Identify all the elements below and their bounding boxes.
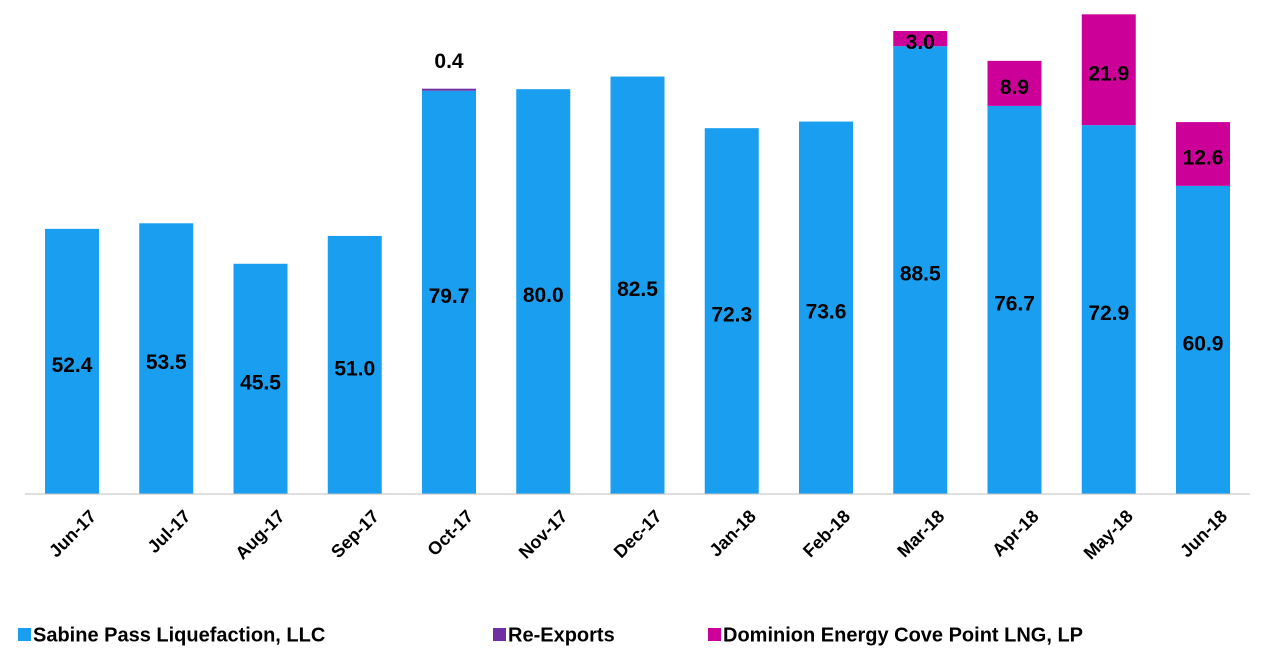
- bar-segment: [987, 60, 1042, 106]
- bar-segment: [327, 235, 382, 494]
- data-label: 21.9: [1088, 62, 1129, 85]
- data-label: 76.7: [994, 292, 1035, 315]
- bar-segment: [893, 46, 948, 494]
- legend-swatch: [493, 628, 506, 641]
- bar-segment: [704, 128, 759, 495]
- x-tick-label: Jun-17: [45, 506, 100, 561]
- data-label: 53.5: [146, 351, 187, 374]
- data-label: 72.3: [711, 304, 752, 327]
- x-tick-label: May-18: [1080, 506, 1137, 563]
- x-tick-label: Mar-18: [893, 506, 948, 561]
- x-tick-label: Feb-18: [799, 506, 854, 561]
- bar-segment: [893, 31, 948, 47]
- legend-swatch: [18, 628, 31, 641]
- bar-segment: [799, 121, 853, 495]
- data-label: 0.4: [434, 50, 464, 73]
- bar-segment: [422, 90, 476, 494]
- data-label: 51.0: [334, 358, 375, 381]
- data-label: 88.5: [900, 263, 941, 286]
- x-tick-label: Jun-18: [1176, 506, 1231, 561]
- legend-label: Sabine Pass Liquefaction, LLC: [33, 624, 325, 646]
- data-label: 73.6: [806, 300, 847, 323]
- legend-swatch: [708, 628, 721, 641]
- bar-segment: [1081, 125, 1136, 494]
- bar-segment: [139, 223, 194, 495]
- bar-segment: [516, 89, 571, 494]
- bar-segment: [610, 76, 665, 495]
- data-label: 80.0: [523, 284, 564, 307]
- data-label: 8.9: [1000, 76, 1029, 99]
- bar-segment: [422, 88, 476, 91]
- bar-segment: [1081, 14, 1136, 126]
- data-label: 82.5: [617, 278, 658, 301]
- x-tick-label: Nov-17: [515, 506, 572, 563]
- data-label: 12.6: [1183, 147, 1224, 170]
- bar-segment: [987, 105, 1042, 494]
- bar-segment: [1176, 185, 1230, 494]
- data-label: 52.4: [52, 354, 93, 377]
- x-tick-label: Dec-17: [610, 506, 666, 562]
- legend-label: Dominion Energy Cove Point LNG, LP: [723, 624, 1083, 646]
- data-label: 79.7: [429, 285, 470, 308]
- data-label: 72.9: [1088, 302, 1129, 325]
- bar-segment: [233, 263, 288, 494]
- data-label: 45.5: [240, 371, 281, 394]
- data-label: 3.0: [906, 31, 935, 54]
- x-tick-label: Oct-17: [423, 506, 477, 560]
- bar-segment: [45, 228, 99, 494]
- x-tick-label: Sep-17: [327, 506, 383, 562]
- x-tick-label: Jan-18: [705, 506, 759, 560]
- x-tick-label: Apr-18: [988, 506, 1042, 560]
- legend-label: Re-Exports: [508, 624, 615, 646]
- x-tick-label: Jul-17: [144, 506, 195, 557]
- x-tick-label: Aug-17: [231, 506, 288, 563]
- data-label: 60.9: [1183, 332, 1224, 355]
- bar-segment: [1176, 122, 1230, 186]
